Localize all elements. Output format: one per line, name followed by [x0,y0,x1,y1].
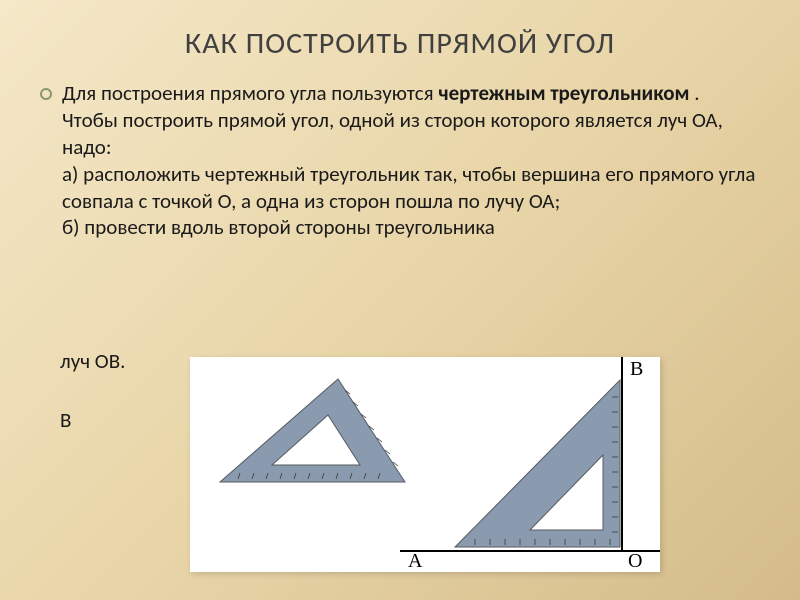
body-paragraph: Для построения прямого угла пользуются ч… [62,80,760,241]
label-a: A [408,550,423,572]
label-b: B [630,358,643,380]
overflow-text-2: В [60,407,71,433]
overflow-text-1: луч ОВ. [60,348,125,374]
para-bold: чертежным треугольником [438,80,689,106]
para-a: а) расположить чертежный треугольник так… [62,161,755,214]
para-intro: Для построения прямого угла пользуются [62,80,438,106]
label-o: O [628,550,642,572]
diagram-svg: A O B [190,357,660,572]
triangle-left [220,379,405,482]
bullet-icon [40,88,52,100]
slide-title: КАК ПОСТРОИТЬ ПРЯМОЙ УГОЛ [40,25,760,62]
para-b: б) провести вдоль второй стороны треугол… [62,214,495,240]
slide: КАК ПОСТРОИТЬ ПРЯМОЙ УГОЛ Для построения… [0,0,800,600]
diagram: A O B [190,357,660,572]
slide-content: Для построения прямого угла пользуются ч… [40,80,760,241]
triangle-right [455,380,620,547]
